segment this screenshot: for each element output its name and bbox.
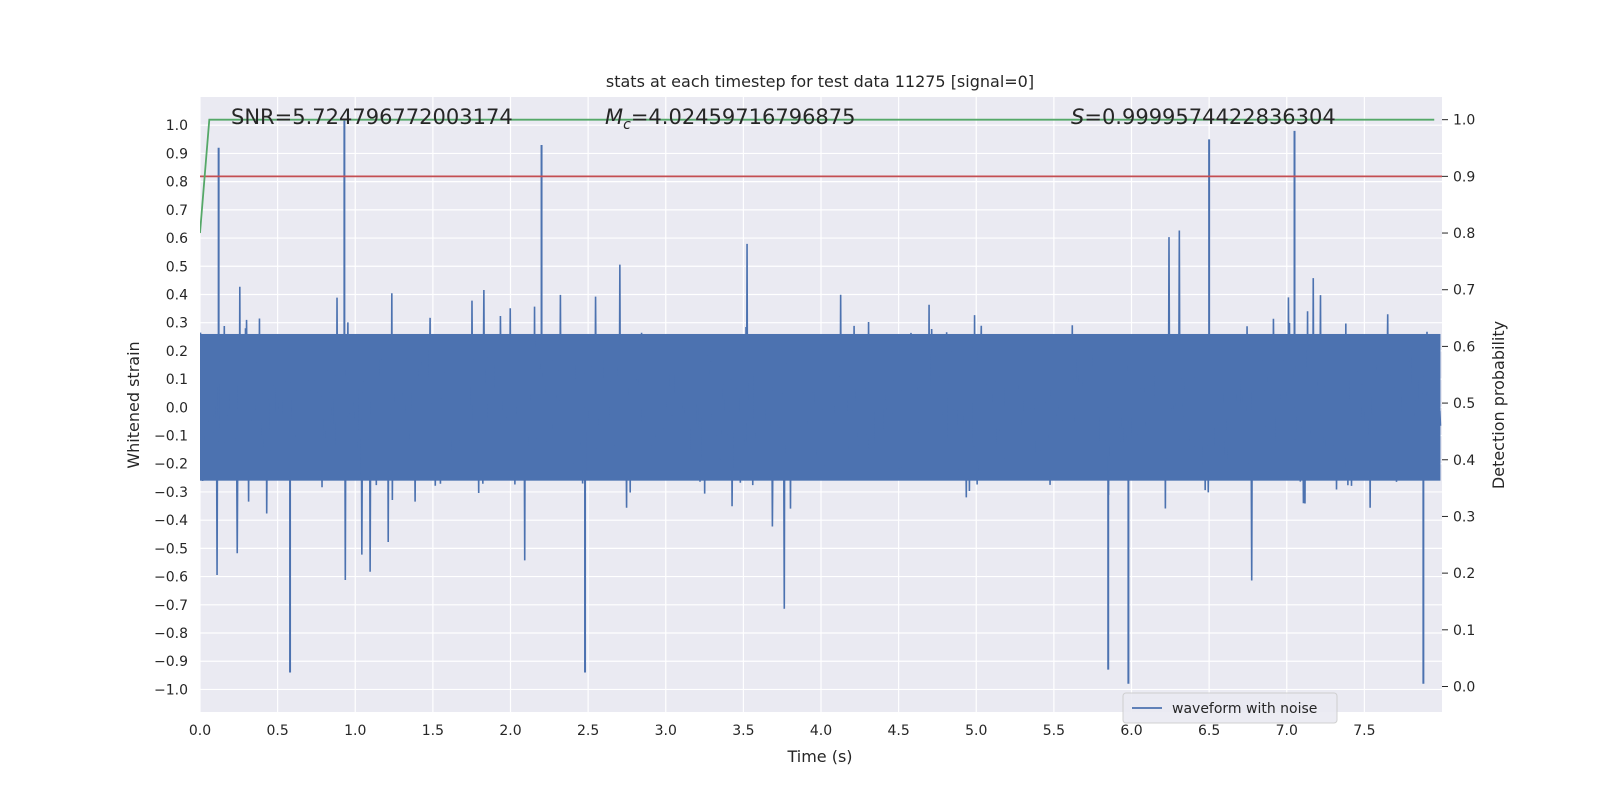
y-tick-label: −0.5 [154, 541, 188, 557]
y2-tick-label: 0.4 [1453, 453, 1475, 469]
y-tick-label: −0.7 [154, 598, 188, 614]
y-tick-label: −0.8 [154, 626, 188, 642]
chirp-mass-value: =4.02459716796875 [631, 105, 856, 129]
score-annotation: S=0.9999574422836304 [1071, 105, 1336, 129]
x-tick-label: 7.5 [1353, 723, 1375, 739]
series-group [200, 118, 1442, 684]
x-tick-label: 3.0 [655, 723, 677, 739]
y2-tick-label: 0.2 [1453, 566, 1475, 582]
x-tick-label: 5.0 [965, 723, 987, 739]
y-tick-label: 0.7 [166, 203, 188, 219]
y-tick-label: 0.3 [166, 316, 188, 332]
x-axis-label: Time (s) [786, 747, 852, 766]
y-tick-label: 0.0 [166, 400, 188, 416]
legend-box [1122, 692, 1338, 724]
y2-tick-label: 0.1 [1453, 623, 1475, 639]
x-tick-label: 1.0 [344, 723, 366, 739]
detection-probability-line [200, 118, 1435, 234]
y-tick-label: −1.0 [154, 682, 188, 698]
legend-label-waveform: waveform with noise [1172, 701, 1317, 717]
x-tick-label: 1.5 [422, 723, 444, 739]
score-value: =0.9999574422836304 [1084, 105, 1335, 129]
y-tick-label: 0.5 [166, 259, 188, 275]
x-tick-label: 6.0 [1120, 723, 1142, 739]
x-tick-label: 4.5 [887, 723, 909, 739]
y-tick-label: −0.9 [154, 654, 188, 670]
x-tick-label: 4.0 [810, 723, 832, 739]
x-tick-label: 2.5 [577, 723, 599, 739]
waveform-line [200, 230, 1442, 609]
score-symbol: S [1071, 105, 1084, 129]
y-tick-label: −0.3 [154, 485, 188, 501]
y-tick-label: 0.2 [166, 344, 188, 360]
y2-ticks: 1.0 0.9 0.8 0.7 0.6 0.5 0.4 0.3 0.2 0.1 0.0 [1442, 113, 1475, 695]
y2-axis-label: Detection probability [1489, 321, 1508, 489]
x-tick-label: 7.0 [1276, 723, 1298, 739]
x-tick-label: 2.0 [499, 723, 521, 739]
y-tick-label: −0.4 [154, 513, 188, 529]
x-tick-label: 3.5 [732, 723, 754, 739]
chart-title: stats at each timestep for test data 112… [606, 72, 1034, 91]
y-ticks: 1.0 0.9 0.8 0.7 0.6 0.5 0.4 0.3 0.2 0.1 0.0 −0.1 −0.… [154, 118, 188, 698]
x-ticks: 0.0 0.5 1.0 1.5 2.0 2.5 3.0 3.5 4.0 4.5 5.0 5.5 6.0 6… [189, 723, 1376, 739]
y2-tick-label: 0.6 [1453, 339, 1475, 355]
y-tick-label: 0.9 [166, 146, 188, 162]
chirp-mass-subscript: c [623, 117, 631, 133]
chirp-mass-annotation: Mc=4.02459716796875 [605, 105, 856, 133]
y2-tick-label: 0.0 [1453, 679, 1475, 695]
y-tick-label: −0.1 [154, 429, 188, 445]
snr-annotation: SNR=5.724796772003174 [231, 105, 513, 129]
x-tick-label: 5.5 [1043, 723, 1065, 739]
y-tick-label: 0.1 [166, 372, 188, 388]
y2-tick-label: 0.9 [1453, 169, 1475, 185]
y-tick-label: 0.6 [166, 231, 188, 247]
y2-tick-label: 0.3 [1453, 509, 1475, 525]
y2-tick-label: 1.0 [1453, 113, 1475, 129]
x-tick-label: 6.5 [1198, 723, 1220, 739]
y2-tick-label: 0.7 [1453, 283, 1475, 299]
y-tick-label: 1.0 [166, 118, 188, 134]
y-tick-label: −0.2 [154, 457, 188, 473]
y2-tick-label: 0.8 [1453, 226, 1475, 242]
y2-tick-label: 0.5 [1453, 396, 1475, 412]
y-axis-label: Whitened strain [124, 341, 143, 468]
x-tick-label: 0.0 [189, 723, 211, 739]
y-tick-label: 0.8 [166, 175, 188, 191]
chirp-mass-symbol: M [605, 105, 623, 129]
legend: waveform with noise [1122, 692, 1338, 724]
y-tick-label: 0.4 [166, 287, 188, 303]
x-tick-label: 0.5 [266, 723, 288, 739]
y-tick-label: −0.6 [154, 570, 188, 586]
